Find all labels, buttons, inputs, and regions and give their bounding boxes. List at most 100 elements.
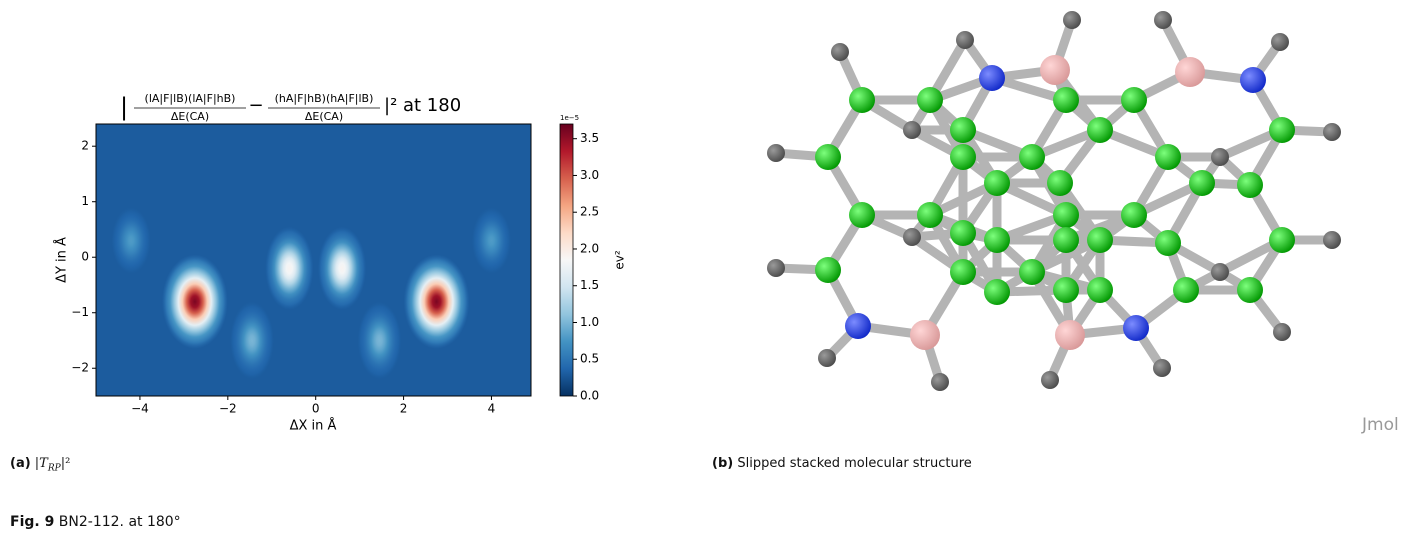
atom — [1155, 230, 1181, 256]
heatmap — [96, 124, 531, 396]
atom — [1087, 117, 1113, 143]
x-tick-label: −4 — [131, 402, 149, 416]
title-suffix: |² at 180 — [384, 95, 461, 116]
caption-close: |² — [61, 456, 71, 471]
heatmap-floor — [96, 124, 531, 396]
atom — [950, 117, 976, 143]
colorbar-offset: 1e−5 — [560, 114, 579, 122]
y-tick-label: 2 — [81, 139, 89, 153]
figure-label: Fig. 9 — [10, 514, 54, 530]
y-tick-label: 1 — [81, 194, 89, 208]
colorbar-tick-label: 1.5 — [580, 278, 599, 292]
atom — [1087, 277, 1113, 303]
atom — [1047, 170, 1073, 196]
colorbar-label: ev² — [613, 250, 627, 269]
atom — [1053, 277, 1079, 303]
atom — [1269, 227, 1295, 253]
title-denominator: ΔE(CA) — [171, 110, 209, 123]
atom — [815, 144, 841, 170]
caption-b: (b) Slipped stacked molecular structure — [712, 456, 972, 471]
atom — [767, 144, 785, 162]
colorbar-tick-label: 2.5 — [580, 205, 599, 219]
atom — [1019, 259, 1045, 285]
heat-peak — [318, 227, 366, 310]
atom — [1237, 277, 1263, 303]
atom — [950, 144, 976, 170]
heat-peak — [162, 254, 228, 348]
colorbar-tick-label: 0.5 — [580, 352, 599, 366]
title-minus: − — [248, 95, 263, 116]
atom — [903, 121, 921, 139]
tag: (b) — [712, 456, 733, 471]
atom — [903, 228, 921, 246]
atom — [1019, 144, 1045, 170]
atom — [1154, 11, 1172, 29]
atom — [1273, 323, 1291, 341]
x-axis-label: ΔX in Å — [290, 418, 337, 434]
atom — [1053, 202, 1079, 228]
atom — [979, 65, 1005, 91]
colorbar — [560, 124, 573, 396]
caption-sub: RP — [48, 464, 61, 474]
atom — [1271, 33, 1289, 51]
heat-peak — [230, 302, 274, 380]
atom — [1155, 144, 1181, 170]
atom — [1211, 148, 1229, 166]
heat-peak — [357, 302, 401, 380]
heat-peak — [265, 227, 313, 310]
y-tick-label: −1 — [71, 305, 89, 319]
heat-peak — [111, 207, 151, 274]
atom — [917, 202, 943, 228]
atom — [849, 87, 875, 113]
atom — [984, 170, 1010, 196]
heat-peak — [404, 254, 470, 348]
atom — [1063, 11, 1081, 29]
atom — [849, 202, 875, 228]
title-bar: | — [120, 93, 128, 121]
title-numerator: (lA|F|lB)(lA|F|hB) — [145, 92, 236, 105]
caption-open: |T — [35, 456, 48, 471]
x-tick-label: 4 — [488, 402, 496, 416]
x-tick-label: 0 — [312, 402, 320, 416]
atom — [1087, 227, 1113, 253]
atom — [917, 87, 943, 113]
figure-caption: Fig. 9 BN2-112. at 180° — [10, 514, 181, 530]
atom — [1173, 277, 1199, 303]
caption-text: Slipped stacked molecular structure — [737, 456, 971, 471]
title-denominator: ΔE(CA) — [305, 110, 343, 123]
colorbar-tick-label: 2.0 — [580, 241, 599, 255]
y-tick-label: 0 — [81, 250, 89, 264]
atom — [1240, 67, 1266, 93]
atom — [818, 349, 836, 367]
atom — [1189, 170, 1215, 196]
atom — [1323, 231, 1341, 249]
atom — [767, 259, 785, 277]
atom — [950, 220, 976, 246]
molecule — [767, 11, 1341, 391]
atom — [984, 227, 1010, 253]
atom — [1211, 263, 1229, 281]
figure: | (lA|F|lB)(lA|F|hB) ΔE(CA) − (hA|F|hB)(… — [0, 0, 1424, 533]
atom — [984, 279, 1010, 305]
caption-a: (a) |TRP|² — [10, 456, 70, 474]
atom — [1323, 123, 1341, 141]
figure-caption-text: BN2-112. at 180° — [59, 514, 181, 530]
atom — [931, 373, 949, 391]
colorbar-tick-label: 0.0 — [580, 389, 599, 403]
tag: (a) — [10, 456, 31, 471]
page: | (lA|F|lB)(lA|F|hB) ΔE(CA) − (hA|F|hB)(… — [0, 0, 1424, 533]
atom — [1041, 371, 1059, 389]
atom — [1055, 320, 1085, 350]
atom — [1053, 227, 1079, 253]
atom — [1153, 359, 1171, 377]
atom — [910, 320, 940, 350]
x-tick-label: 2 — [400, 402, 408, 416]
atom — [831, 43, 849, 61]
y-axis-label: ΔY in Å — [54, 237, 70, 283]
atom — [845, 313, 871, 339]
atom — [815, 257, 841, 283]
atom — [1121, 202, 1147, 228]
atom — [1053, 87, 1079, 113]
atom — [1121, 87, 1147, 113]
colorbar-tick-label: 3.0 — [580, 168, 599, 182]
